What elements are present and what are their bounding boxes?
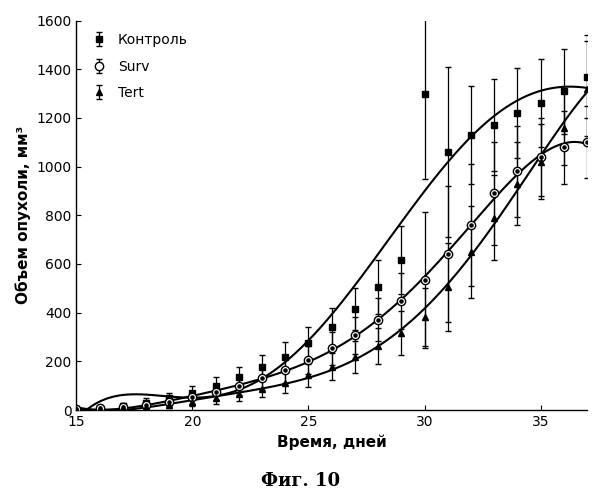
Point: [466, 221, 476, 229]
Point: [559, 143, 569, 151]
Point: [582, 138, 592, 146]
Point: [443, 250, 453, 258]
Point: [397, 298, 406, 306]
Point: [95, 404, 104, 412]
Point: [234, 382, 244, 390]
Point: [373, 316, 383, 324]
Text: Фиг. 10: Фиг. 10: [261, 472, 341, 490]
Legend: Контроль, Surv, Tert: Контроль, Surv, Tert: [83, 28, 193, 106]
Point: [536, 153, 545, 161]
Point: [211, 388, 220, 396]
Point: [118, 403, 128, 411]
Y-axis label: Объем опухоли, мм³: Объем опухоли, мм³: [15, 126, 31, 304]
Point: [257, 374, 267, 382]
Point: [188, 394, 197, 402]
Point: [303, 356, 313, 364]
Point: [281, 366, 290, 374]
Point: [141, 400, 151, 408]
Point: [489, 190, 499, 198]
X-axis label: Время, дней: Время, дней: [277, 434, 386, 450]
Point: [327, 344, 337, 352]
Point: [512, 168, 522, 175]
Point: [350, 331, 360, 339]
Point: [164, 398, 174, 406]
Point: [420, 276, 429, 284]
Point: [72, 405, 81, 413]
